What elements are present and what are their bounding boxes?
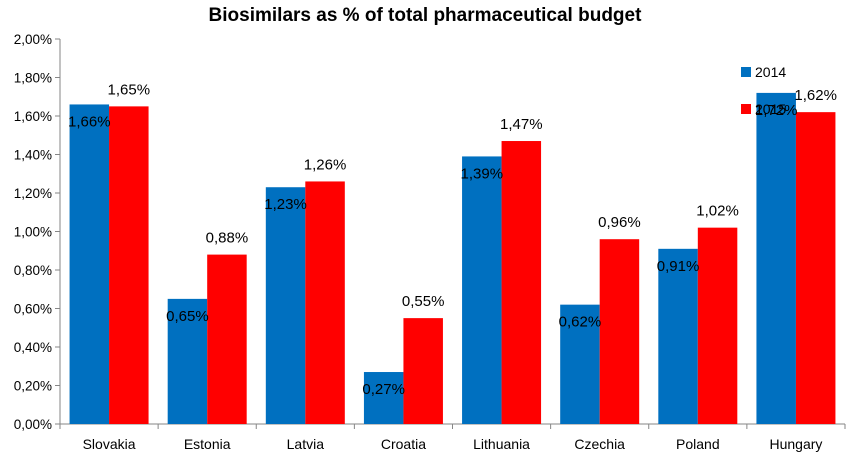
data-label-2015: 1,47% xyxy=(500,116,543,133)
y-tick-label: 0,40% xyxy=(14,340,52,355)
bar-2014-latvia xyxy=(265,187,306,424)
bar-2014-poland xyxy=(658,248,698,424)
legend-label-2014: 2014 xyxy=(755,64,786,80)
data-label-2015: 0,88% xyxy=(206,230,249,247)
y-tick-label: 0,80% xyxy=(14,263,52,278)
bar-2014-czechia xyxy=(560,304,600,424)
data-label-2015: 1,62% xyxy=(794,87,837,104)
legend-label-2015: 2015 xyxy=(755,101,786,117)
y-tick-label: 1,60% xyxy=(14,109,52,124)
data-label-2014: 0,27% xyxy=(362,381,405,398)
data-label-2014: 1,39% xyxy=(461,165,504,182)
bar-2014-hungary xyxy=(756,92,796,425)
x-tick-label: Czechia xyxy=(574,436,625,452)
bar-2015-hungary xyxy=(795,112,836,425)
axes: 0,00% 0,20% 0,40% 0,60% 0,80% 1,00% 1,20% 1,40%… xyxy=(14,32,846,452)
bar-2014-croatia xyxy=(363,372,404,424)
bar-2015-estonia xyxy=(207,254,247,424)
data-label-2014: 0,65% xyxy=(166,308,209,325)
data-label-2015: 1,02% xyxy=(696,203,739,220)
y-tick-label: 1,00% xyxy=(14,225,52,240)
x-tick-label: Estonia xyxy=(184,436,231,452)
x-tick-label: Hungary xyxy=(769,436,822,452)
x-tick-label: Slovakia xyxy=(83,436,136,452)
data-label-2014: 0,62% xyxy=(559,314,602,331)
y-tick-label: 0,00% xyxy=(14,417,52,432)
data-label-2015: 1,65% xyxy=(108,81,151,98)
legend-swatch-2015 xyxy=(741,104,751,114)
bar-2015-slovakia xyxy=(109,106,149,424)
chart-title: Biosimilars as % of total pharmaceutical… xyxy=(209,5,643,26)
data-label-2015: 0,96% xyxy=(598,214,641,231)
bar-2015-czechia xyxy=(599,239,640,424)
x-tick-label: Croatia xyxy=(381,436,426,452)
bar-2015-poland xyxy=(697,227,738,424)
data-label-2014: 0,91% xyxy=(657,258,700,275)
y-tick-label: 1,40% xyxy=(14,148,52,163)
x-tick-label: Latvia xyxy=(287,436,325,452)
x-tick-label: Lithuania xyxy=(473,436,530,452)
legend-swatch-2014 xyxy=(741,67,751,77)
data-label-2014: 1,72% xyxy=(755,102,798,119)
bar-2015-croatia xyxy=(403,318,443,424)
y-tick-label: 0,60% xyxy=(14,302,52,317)
data-label-2014: 1,23% xyxy=(264,196,307,213)
bar-2015-latvia xyxy=(305,181,345,424)
bar-2014-lithuania xyxy=(462,156,502,425)
data-labels: 1,66% 0,65% 1,23% 0,27% 1,39% 0,62% 0,91% 1,72%… xyxy=(68,81,837,398)
y-tick-label: 0,20% xyxy=(14,379,52,394)
bar-2014-estonia xyxy=(167,298,208,424)
y-tick-label: 1,20% xyxy=(14,186,52,201)
data-label-2014: 1,66% xyxy=(68,113,111,130)
y-tick-label: 2,00% xyxy=(14,32,52,47)
y-tick-label: 1,80% xyxy=(14,71,52,86)
data-label-2015: 1,26% xyxy=(304,156,347,173)
x-tick-label: Poland xyxy=(676,436,720,452)
bar-2015-lithuania xyxy=(501,141,542,424)
legend: 2014 2015 xyxy=(741,64,786,117)
data-label-2015: 0,55% xyxy=(402,293,445,310)
bars xyxy=(69,92,836,425)
bar-2014-slovakia xyxy=(69,104,110,424)
